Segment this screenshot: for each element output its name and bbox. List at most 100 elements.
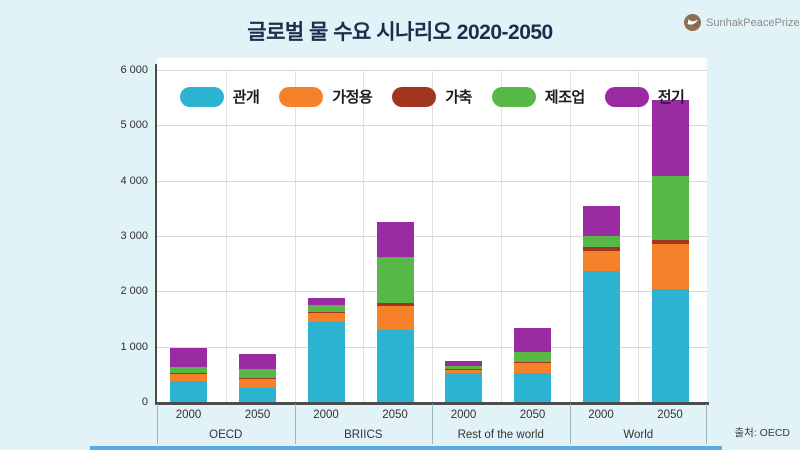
bar-segment-제조업 bbox=[651, 175, 689, 240]
dove-emblem-icon bbox=[684, 14, 701, 31]
bar-segment-가축 bbox=[445, 368, 482, 370]
bar-segment-전기 bbox=[307, 298, 345, 305]
legend-label: 관개 bbox=[232, 89, 260, 106]
plot-area bbox=[157, 58, 707, 405]
bar-segment-관개 bbox=[307, 321, 345, 402]
x-group-label: BRIICS bbox=[344, 429, 383, 441]
bar-segment-가축 bbox=[307, 312, 345, 314]
bar-segment-제조업 bbox=[307, 304, 345, 313]
bar-segment-관개 bbox=[376, 329, 414, 402]
y-tick-label: 3 000 bbox=[120, 230, 148, 242]
bar-segment-제조업 bbox=[170, 366, 207, 373]
legend-swatch-icon bbox=[392, 86, 437, 107]
legend-item-가축: 가축 bbox=[392, 86, 472, 107]
bar-segment-가축 bbox=[651, 239, 689, 244]
y-axis-line bbox=[155, 64, 157, 405]
x-band-separator bbox=[157, 404, 158, 444]
y-tick-label: 6 000 bbox=[120, 64, 148, 76]
bar-segment-가축 bbox=[239, 378, 276, 380]
bar-segment-관개 bbox=[514, 373, 551, 402]
bar-segment-가축 bbox=[514, 361, 551, 363]
sunhak-logo: SunhakPeacePrize bbox=[684, 14, 800, 31]
bar-briics-2000 bbox=[307, 58, 345, 405]
x-tick-year: 2050 bbox=[382, 409, 408, 421]
bar-segment-전기 bbox=[170, 348, 207, 367]
x-tick-year: 2000 bbox=[588, 409, 614, 421]
bar-rest-of-the-world-2000 bbox=[445, 58, 482, 405]
y-tick-label: 1 000 bbox=[120, 340, 148, 353]
legend-item-관개: 관개 bbox=[179, 86, 260, 107]
y-tick-label: 4 000 bbox=[120, 174, 148, 187]
bar-segment-가정용 bbox=[307, 313, 345, 322]
x-band-separator bbox=[432, 404, 433, 444]
legend-label: 가축 bbox=[445, 89, 472, 106]
legend-label: 가정용 bbox=[332, 89, 373, 106]
legend-swatch-icon bbox=[279, 86, 324, 107]
bar-segment-제조업 bbox=[514, 351, 551, 362]
logo-text: SunhakPeacePrize bbox=[706, 16, 800, 29]
legend-label: 전기 bbox=[657, 89, 685, 106]
legend-item-가정용: 가정용 bbox=[279, 86, 373, 107]
x-group-label: World bbox=[623, 429, 654, 441]
bar-oecd-2000 bbox=[170, 58, 207, 405]
bar-segment-가정용 bbox=[376, 305, 414, 330]
bar-segment-관개 bbox=[445, 373, 482, 402]
bar-oecd-2050 bbox=[239, 58, 276, 405]
bar-segment-관개 bbox=[239, 388, 276, 402]
gridline-v bbox=[432, 70, 433, 402]
bar-segment-관개 bbox=[651, 289, 689, 402]
bar-segment-전기 bbox=[514, 328, 551, 352]
bar-segment-제조업 bbox=[376, 256, 414, 303]
x-tick-year: 2000 bbox=[450, 409, 477, 421]
source-note: 출처: OECD bbox=[734, 427, 791, 439]
bar-segment-가정용 bbox=[445, 369, 482, 374]
gridline-v bbox=[569, 70, 571, 402]
bar-segment-가정용 bbox=[170, 373, 207, 381]
x-tick-year: 2050 bbox=[519, 409, 546, 421]
bar-segment-가정용 bbox=[239, 379, 276, 389]
bar-segment-전기 bbox=[582, 205, 620, 236]
legend-swatch-icon bbox=[491, 86, 536, 107]
bar-segment-가축 bbox=[170, 372, 207, 374]
y-tick-label: 2 000 bbox=[120, 285, 148, 298]
gridline-v bbox=[225, 70, 227, 402]
gridline-v bbox=[294, 70, 296, 402]
bar-rest-of-the-world-2050 bbox=[514, 58, 551, 405]
bar-segment-전기 bbox=[376, 221, 414, 257]
x-tick-year: 2050 bbox=[244, 409, 271, 421]
bar-segment-가정용 bbox=[582, 250, 620, 271]
x-tick-year: 2000 bbox=[313, 409, 339, 421]
gridline-v bbox=[500, 70, 502, 402]
bar-segment-가정용 bbox=[514, 362, 551, 374]
gridline-v bbox=[363, 70, 365, 402]
bar-segment-관개 bbox=[170, 380, 207, 402]
x-band-separator bbox=[294, 404, 296, 444]
page-title: 글로벌 물 수요 시나리오 2020-2050 bbox=[247, 21, 553, 44]
x-tick-year: 2000 bbox=[175, 409, 202, 421]
bar-briics-2050 bbox=[376, 58, 414, 405]
bar-world-2050 bbox=[651, 58, 689, 405]
x-group-label: OECD bbox=[209, 429, 243, 441]
x-group-label: Rest of the world bbox=[457, 429, 544, 441]
y-tick-label: 5 000 bbox=[120, 119, 148, 132]
legend-swatch-icon bbox=[179, 86, 224, 107]
legend-item-전기: 전기 bbox=[604, 86, 685, 107]
bar-segment-제조업 bbox=[239, 368, 276, 379]
bar-segment-관개 bbox=[582, 270, 620, 402]
x-tick-year: 2050 bbox=[657, 409, 683, 421]
bar-segment-제조업 bbox=[445, 365, 482, 369]
gridline-v bbox=[638, 70, 640, 402]
bottom-divider bbox=[90, 446, 722, 450]
bar-segment-전기 bbox=[445, 360, 482, 366]
legend-label: 제조업 bbox=[544, 89, 585, 106]
bar-segment-가정용 bbox=[651, 244, 689, 290]
y-tick-label: 0 bbox=[141, 396, 148, 408]
bar-world-2000 bbox=[582, 58, 620, 405]
legend-swatch-icon bbox=[604, 86, 649, 107]
x-band-separator bbox=[706, 404, 707, 444]
bar-segment-가축 bbox=[376, 302, 414, 306]
bar-segment-전기 bbox=[239, 353, 276, 369]
legend: 관개 가정용 가축 제조업 전기 bbox=[157, 86, 707, 107]
x-axis-line bbox=[155, 402, 709, 405]
